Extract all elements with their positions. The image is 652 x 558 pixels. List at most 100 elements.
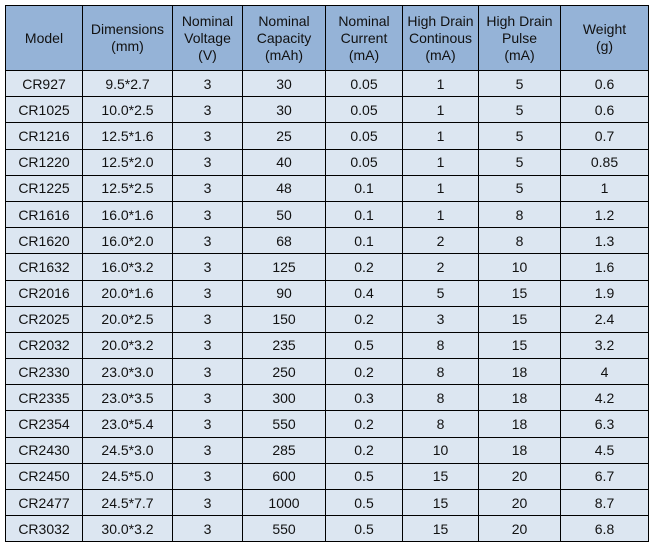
header-line: (g) (595, 38, 614, 54)
cell-current: 0.05 (325, 122, 403, 150)
cell-weight: 6.7 (560, 462, 649, 491)
cell-high-drain-pulse: 15 (478, 305, 561, 333)
cell-high-drain-pulse: 15 (478, 331, 561, 360)
cell-capacity: 48 (242, 174, 326, 202)
header-line: (mA) (425, 46, 456, 63)
cell-high-drain-pulse: 5 (478, 174, 561, 202)
cell-high-drain-continuous: 8 (402, 384, 479, 412)
cell-current: 0.4 (325, 279, 403, 307)
header-line: Weight (582, 21, 627, 37)
cell-model: CR2016 (5, 279, 83, 307)
cell-high-drain-pulse: 10 (478, 253, 561, 281)
cell-voltage: 3 (172, 253, 243, 281)
cell-dimensions: 16.0*3.2 (82, 253, 173, 281)
cell-voltage: 3 (172, 227, 243, 255)
cell-capacity: 600 (242, 462, 326, 491)
cell-dimensions: 16.0*1.6 (82, 200, 173, 229)
cell-weight: 1.2 (560, 200, 649, 229)
cell-capacity: 50 (242, 200, 326, 229)
cell-high-drain-continuous: 1 (402, 69, 479, 98)
header-line: High Drain (407, 12, 474, 29)
cell-high-drain-continuous: 5 (402, 279, 479, 307)
cell-high-drain-pulse: 5 (478, 148, 561, 176)
cell-model: CR1220 (5, 148, 83, 176)
header-weight: Weight (g) (560, 5, 649, 71)
table-row: CR1632 16.0*3.2 3 125 0.2 2 10 1.6 (5, 253, 649, 281)
cell-dimensions: 23.0*3.0 (82, 358, 173, 386)
cell-capacity: 300 (242, 384, 326, 412)
cell-capacity: 30 (242, 69, 326, 98)
cell-capacity: 1000 (242, 488, 326, 517)
header-high-drain-continuous: High Drain Continous (mA) (402, 5, 479, 71)
cell-weight: 6.8 (560, 515, 649, 543)
cell-current: 0.5 (325, 488, 403, 517)
cell-high-drain-pulse: 20 (478, 488, 561, 517)
cell-weight: 6.3 (560, 410, 649, 438)
cell-dimensions: 9.5*2.7 (82, 69, 173, 98)
cell-voltage: 3 (172, 148, 243, 176)
cell-voltage: 3 (172, 200, 243, 229)
header-line: (mA) (504, 46, 535, 63)
cell-weight: 4.2 (560, 384, 649, 412)
cell-high-drain-continuous: 3 (402, 305, 479, 333)
cell-high-drain-continuous: 1 (402, 200, 479, 229)
header-line: Voltage (184, 29, 231, 46)
cell-capacity: 285 (242, 436, 326, 464)
header-dimensions: Dimensions (mm) (82, 5, 173, 71)
table-row: CR1220 12.5*2.0 3 40 0.05 1 5 0.85 (5, 148, 649, 176)
cell-high-drain-pulse: 20 (478, 515, 561, 543)
cell-current: 0.2 (325, 358, 403, 386)
cell-current: 0.1 (325, 174, 403, 202)
cell-high-drain-continuous: 1 (402, 96, 479, 124)
cell-dimensions: 20.0*3.2 (82, 331, 173, 360)
cell-voltage: 3 (172, 384, 243, 412)
cell-voltage: 3 (172, 410, 243, 438)
cell-capacity: 550 (242, 515, 326, 543)
cell-model: CR2430 (5, 436, 83, 464)
cell-current: 0.2 (325, 305, 403, 333)
header-voltage: Nominal Voltage (V) (172, 5, 243, 71)
cell-high-drain-pulse: 8 (478, 200, 561, 229)
cell-model: CR1025 (5, 96, 83, 124)
header-line: (mA) (348, 46, 380, 63)
cell-high-drain-continuous: 8 (402, 358, 479, 386)
header-line: Nominal (258, 12, 310, 29)
table-row: CR1225 12.5*2.5 3 48 0.1 1 5 1 (5, 174, 649, 202)
cell-high-drain-pulse: 5 (478, 122, 561, 150)
cell-dimensions: 12.5*2.0 (82, 148, 173, 176)
cell-dimensions: 23.0*5.4 (82, 410, 173, 438)
cell-capacity: 40 (242, 148, 326, 176)
table-row: CR2330 23.0*3.0 3 250 0.2 8 18 4 (5, 358, 649, 386)
table-row: CR2016 20.0*1.6 3 90 0.4 5 15 1.9 (5, 279, 649, 307)
cell-current: 0.5 (325, 462, 403, 491)
table-row: CR2025 20.0*2.5 3 150 0.2 3 15 2.4 (5, 305, 649, 333)
cell-model: CR1632 (5, 253, 83, 281)
table-row: CR2477 24.5*7.7 3 1000 0.5 15 20 8.7 (5, 488, 649, 517)
cell-high-drain-continuous: 2 (402, 227, 479, 255)
header-line: Dimensions (90, 21, 165, 37)
cell-capacity: 250 (242, 358, 326, 386)
header-capacity: Nominal Capacity (mAh) (242, 5, 326, 71)
cell-capacity: 235 (242, 331, 326, 360)
header-line: Nominal (181, 12, 234, 29)
cell-voltage: 3 (172, 358, 243, 386)
header-line: Continous (408, 29, 473, 46)
cell-high-drain-continuous: 1 (402, 174, 479, 202)
header-model: Model (5, 5, 83, 71)
table-row: CR1620 16.0*2.0 3 68 0.1 2 8 1.3 (5, 227, 649, 255)
cell-voltage: 3 (172, 305, 243, 333)
cell-weight: 4.5 (560, 436, 649, 464)
cell-capacity: 90 (242, 279, 326, 307)
cell-weight: 0.6 (560, 96, 649, 124)
cell-capacity: 30 (242, 96, 326, 124)
cell-voltage: 3 (172, 69, 243, 98)
cell-high-drain-pulse: 15 (478, 279, 561, 307)
cell-current: 0.5 (325, 515, 403, 543)
cell-high-drain-continuous: 15 (402, 488, 479, 517)
cell-weight: 1.9 (560, 279, 649, 307)
cell-dimensions: 23.0*3.5 (82, 384, 173, 412)
cell-current: 0.2 (325, 410, 403, 438)
cell-high-drain-continuous: 10 (402, 436, 479, 464)
header-line: Capacity (256, 29, 312, 46)
table-row: CR3032 30.0*3.2 3 550 0.5 15 20 6.8 (5, 515, 649, 543)
